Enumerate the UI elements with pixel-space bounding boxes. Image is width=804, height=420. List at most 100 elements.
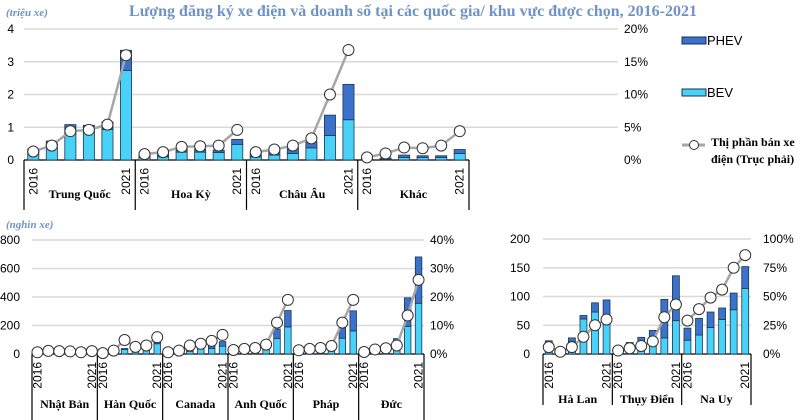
bar-phev (741, 266, 750, 289)
year-label: 2021 (346, 362, 360, 389)
share-point (119, 49, 132, 62)
share-point (390, 339, 403, 352)
share-point (305, 132, 318, 145)
legend-phev-label: PHEV (707, 33, 743, 48)
bar-bev (186, 350, 194, 355)
share-point (577, 330, 590, 343)
year-label: 2021 (669, 362, 683, 389)
y2-tick-label: 75% (763, 261, 787, 275)
bar-bev (695, 334, 703, 355)
chart-title: Lượng đăng ký xe điện và doanh số tại cá… (129, 3, 697, 20)
share-point (42, 344, 55, 357)
share-point (249, 146, 262, 159)
year-label: 2021 (230, 168, 244, 195)
y-tick-label: 200 (0, 319, 20, 333)
group-label: Trung Quốc (49, 187, 112, 201)
share-point (212, 139, 225, 152)
group-label: Thụy Điển (620, 392, 675, 406)
legend-bev-swatch (681, 88, 707, 97)
share-point (398, 141, 411, 154)
bar-phev (706, 311, 715, 328)
bar-phev (435, 155, 448, 158)
bar-bev (101, 129, 114, 161)
share-point (82, 123, 95, 136)
share-point (268, 143, 281, 156)
legend-bev-label: BEV (707, 85, 733, 100)
bar-bev (231, 144, 244, 161)
share-point (416, 142, 429, 155)
bar-phev (349, 310, 357, 332)
share-point (75, 346, 87, 359)
bar-bev (718, 319, 726, 355)
share-point (347, 293, 360, 306)
share-point (129, 340, 142, 353)
share-point (704, 291, 717, 304)
share-point (183, 339, 196, 352)
legend-share-label-line1: Thị phần bán xe (711, 135, 795, 149)
bar-bev (218, 345, 227, 355)
year-label: 2016 (680, 362, 694, 389)
y2-tick-label: 5% (624, 120, 642, 134)
bar-phev (218, 341, 227, 347)
group-label: Hàn Quốc (104, 397, 157, 411)
share-point (623, 342, 636, 355)
year-label: 2016 (30, 362, 44, 389)
share-point (669, 298, 682, 311)
group-label: Anh Quốc (234, 397, 287, 411)
share-point (45, 139, 58, 152)
share-point (379, 147, 392, 160)
share-point (175, 140, 188, 153)
legend: PHEV BEV Thị phần bán xe điện (Trục phải… (681, 33, 795, 166)
bar-phev (398, 154, 411, 158)
bar-bev (683, 339, 692, 355)
bar-bev (207, 348, 216, 355)
y-tick-label: 4 (7, 22, 14, 36)
y2-tick-label: 50% (763, 290, 787, 304)
bar-phev (284, 310, 292, 328)
y-tick-label: 400 (0, 290, 20, 304)
year-label: 2021 (150, 362, 164, 389)
share-point (151, 331, 164, 344)
share-point (314, 342, 327, 355)
bar-bev (741, 288, 750, 355)
share-point (303, 342, 316, 355)
share-point (542, 341, 555, 354)
y2-tick-label: 40% (430, 233, 454, 247)
share-point (194, 140, 207, 153)
y-tick-label: 600 (0, 262, 20, 276)
bar-phev (416, 155, 429, 158)
bar-bev (286, 153, 299, 161)
share-point (336, 316, 349, 329)
y-tick-label: 100 (510, 290, 530, 304)
group-label: Na Uy (700, 392, 732, 406)
share-point (453, 125, 466, 138)
y-tick-label: 0 (13, 347, 20, 361)
share-point (361, 151, 374, 164)
share-point (173, 344, 185, 357)
bar-bev (338, 337, 347, 355)
share-point (435, 139, 448, 152)
share-point (118, 334, 131, 347)
share-point (205, 334, 218, 347)
y-tick-label: 0 (523, 347, 530, 361)
bar-bev (706, 327, 715, 355)
bar-bev (349, 330, 357, 355)
year-label: 2016 (249, 168, 263, 195)
bar-phev (231, 138, 244, 146)
bar-bev (323, 135, 336, 161)
group-label: Hoa Kỳ (171, 187, 211, 201)
y2-tick-label: 10% (624, 88, 648, 102)
y2-tick-label: 10% (430, 319, 454, 333)
year-label: 2021 (216, 362, 230, 389)
bar-bev (284, 326, 292, 355)
y-tick-label: 0 (7, 153, 14, 167)
share-point (693, 303, 705, 316)
y2-tick-label: 20% (624, 22, 648, 36)
share-point (238, 342, 251, 355)
y-tick-label: 150 (510, 261, 530, 275)
share-point (612, 344, 625, 357)
share-point (231, 123, 244, 136)
bar-phev (453, 149, 466, 154)
